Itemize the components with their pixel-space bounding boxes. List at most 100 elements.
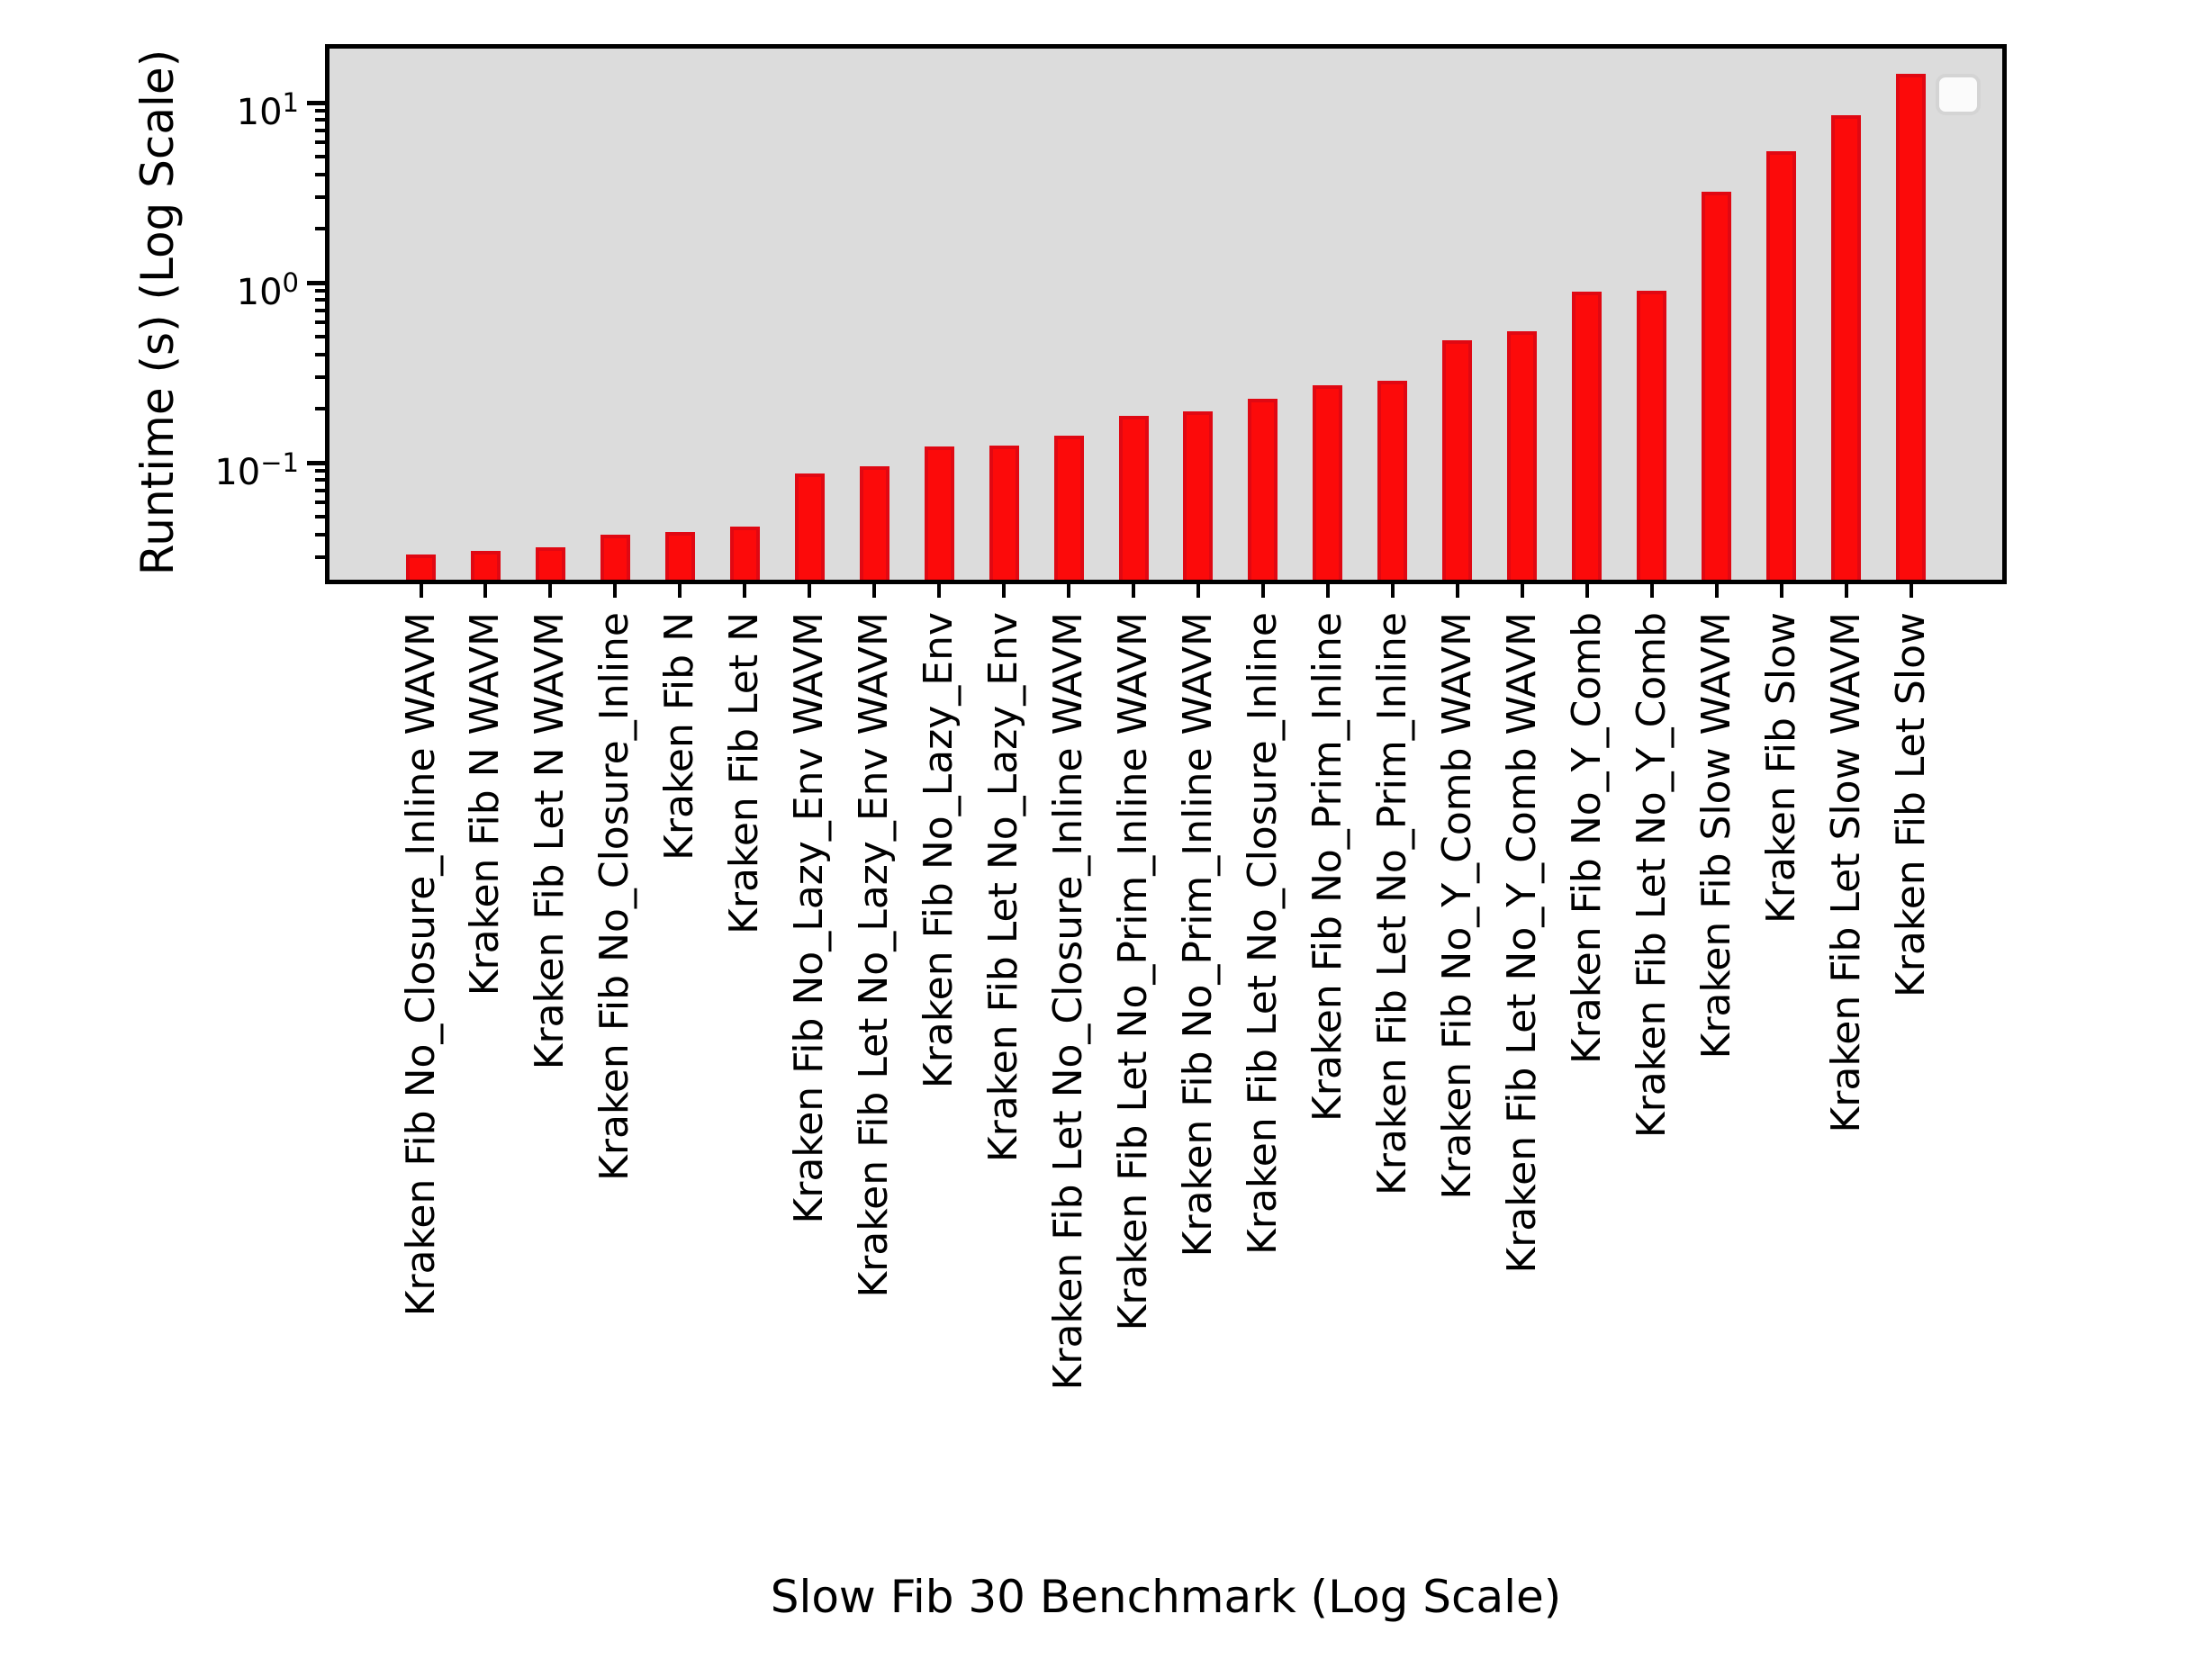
bar-kraken-fib-no-lazy-env (924, 446, 954, 580)
y-minor-tick (315, 118, 325, 122)
x-tick (1132, 584, 1136, 598)
y-tick-label-10e0: 100 (236, 267, 299, 313)
x-tick-label-kraken-fib-no-y-comb-wavm: Kraken Fib No_Y_Comb WAVM (1433, 612, 1480, 1200)
y-minor-tick (315, 109, 325, 113)
y-minor-tick (315, 140, 325, 145)
x-axis-title: Slow Fib 30 Benchmark (Log Scale) (770, 1571, 1562, 1623)
x-tick (613, 584, 618, 598)
x-tick (1779, 584, 1783, 598)
x-tick-label-kraken-fib-let-slow: Kraken Fib Let Slow (1887, 612, 1934, 998)
y-minor-tick (315, 500, 325, 505)
x-tick-label-kraken-fib-let-no-closure-inline-wavm: Kraken Fib Let No_Closure_Inline WAVM (1045, 612, 1092, 1391)
x-tick (1714, 584, 1719, 598)
y-tick-label-10e-1: 10−1 (214, 447, 299, 493)
x-tick (937, 584, 942, 598)
y-minor-tick (315, 488, 325, 492)
x-tick-label-kraken-fib-let-no-lazy-env-wavm: Kraken Fib Let No_Lazy_Env WAVM (851, 612, 898, 1298)
x-tick-label-kraken-fib-let-no-y-comb-wavm: Kraken Fib Let No_Y_Comb WAVM (1498, 612, 1545, 1274)
bar-kraken-fib-let-no-closure-inline-wavm (1053, 435, 1084, 580)
bar-kraken-fib-slow (1766, 150, 1797, 580)
y-minor-tick (315, 289, 325, 293)
x-tick (1002, 584, 1007, 598)
bar-kraken-fib-no-y-comb-wavm (1442, 339, 1473, 580)
x-tick (1844, 584, 1848, 598)
y-minor-tick (315, 298, 325, 302)
x-tick-label-kraken-fib-let-no-prim-inline-wavm: Kraken Fib Let No_Prim_Inline WAVM (1110, 612, 1157, 1331)
x-tick-label-kraken-fib-no-closure-inline: Kraken Fib No_Closure_Inline (591, 612, 638, 1181)
y-minor-tick (315, 515, 325, 519)
x-tick-label-kraken-fib-let-n-wavm: Kraken Fib Let N WAVM (527, 612, 573, 1070)
bar-kraken-fib-no-closure-inline (600, 534, 630, 580)
y-minor-tick (315, 320, 325, 325)
x-tick-label-kraken-fib-let-no-closure-inline: Kraken Fib Let No_Closure_Inline (1239, 612, 1286, 1256)
x-tick-label-kraken-fib-slow-wavm: Kraken Fib Slow WAVM (1693, 612, 1739, 1059)
y-minor-tick (315, 374, 325, 379)
y-minor-tick (315, 532, 325, 536)
bar-kraken-fib-no-prim-inline-wavm (1183, 411, 1214, 580)
x-tick-label-kraken-fib-let-no-y-comb: Kraken Fib Let No_Y_Comb (1628, 612, 1675, 1139)
x-tick-label-kraken-fib-let-slow-wavm: Kraken Fib Let Slow WAVM (1822, 612, 1869, 1133)
bar-kraken-fib-let-slow (1896, 73, 1926, 580)
bar-kraken-fib-let-no-lazy-env-wavm (859, 466, 889, 580)
x-tick (808, 584, 812, 598)
bar-kraken-fib-let-n (729, 527, 760, 580)
bar-kraken-fib-let-no-prim-inline (1377, 381, 1408, 580)
y-minor-tick (315, 335, 325, 339)
x-tick (1390, 584, 1395, 598)
x-tick (1649, 584, 1654, 598)
bar-kraken-fib-no-prim-inline (1313, 384, 1343, 580)
y-minor-tick (315, 308, 325, 312)
x-tick (1260, 584, 1265, 598)
bar-kraken-fib-n-wavm (470, 550, 501, 580)
x-tick-label-kraken-fib-no-prim-inline-wavm: Kraken Fib No_Prim_Inline WAVM (1174, 612, 1221, 1258)
x-tick-label-kraken-fib-no-closure-inline-wavm: Kraken Fib No_Closure_Inline WAVM (397, 612, 444, 1317)
legend-box (1936, 74, 1981, 115)
x-tick (419, 584, 423, 598)
x-tick (1325, 584, 1330, 598)
bar-kraken-fib-let-slow-wavm (1831, 115, 1862, 580)
x-tick-label-kraken-fib-n: Kraken Fib N (656, 612, 703, 861)
y-minor-tick (315, 478, 325, 482)
bar-kraken-fib-let-no-y-comb (1637, 291, 1667, 580)
bar-kraken-fib-let-n-wavm (535, 546, 565, 580)
x-tick-label-kraken-fib-let-no-prim-inline: Kraken Fib Let No_Prim_Inline (1368, 612, 1415, 1196)
x-tick (1585, 584, 1589, 598)
bar-kraken-fib-let-no-y-comb-wavm (1507, 330, 1538, 580)
y-major-tick (307, 100, 325, 105)
bar-kraken-fib-let-no-lazy-env (989, 445, 1019, 580)
x-tick (483, 584, 488, 598)
x-tick (1196, 584, 1200, 598)
y-major-tick (307, 280, 325, 285)
x-tick-label-kraken-fib-no-y-comb: Kraken Fib No_Y_Comb (1563, 612, 1610, 1065)
plot-area (325, 44, 2007, 584)
y-minor-tick (315, 226, 325, 230)
x-tick-label-kraken-fib-n-wavm: Kraken Fib N WAVM (462, 612, 509, 996)
y-minor-tick (315, 172, 325, 176)
y-minor-tick (315, 352, 325, 356)
x-tick (872, 584, 877, 598)
x-tick (1455, 584, 1459, 598)
x-tick (743, 584, 747, 598)
y-major-tick (307, 460, 325, 465)
y-minor-tick (315, 469, 325, 473)
x-tick-label-kraken-fib-no-lazy-env: Kraken Fib No_Lazy_Env (916, 612, 962, 1089)
x-tick-label-kraken-fib-slow: Kraken Fib Slow (1757, 612, 1804, 924)
y-minor-tick (315, 555, 325, 559)
bar-kraken-fib-no-lazy-env-wavm (794, 473, 825, 580)
y-minor-tick (315, 155, 325, 159)
x-tick (548, 584, 553, 598)
x-tick-label-kraken-fib-no-lazy-env-wavm: Kraken Fib No_Lazy_Env WAVM (786, 612, 833, 1224)
x-tick (1520, 584, 1524, 598)
x-tick (1909, 584, 1913, 598)
bar-kraken-fib-n (664, 532, 695, 580)
bar-kraken-fib-no-y-comb (1572, 292, 1603, 580)
y-minor-tick (315, 194, 325, 199)
x-tick-label-kraken-fib-no-prim-inline: Kraken Fib No_Prim_Inline (1304, 612, 1350, 1123)
bar-kraken-fib-slow-wavm (1702, 191, 1732, 580)
bar-kraken-fib-let-no-prim-inline-wavm (1118, 416, 1149, 580)
x-tick-label-kraken-fib-let-n: Kraken Fib Let N (721, 612, 768, 934)
y-tick-label-10e1: 101 (236, 87, 299, 133)
y-minor-tick (315, 128, 325, 132)
bar-kraken-fib-no-closure-inline-wavm (406, 554, 436, 580)
